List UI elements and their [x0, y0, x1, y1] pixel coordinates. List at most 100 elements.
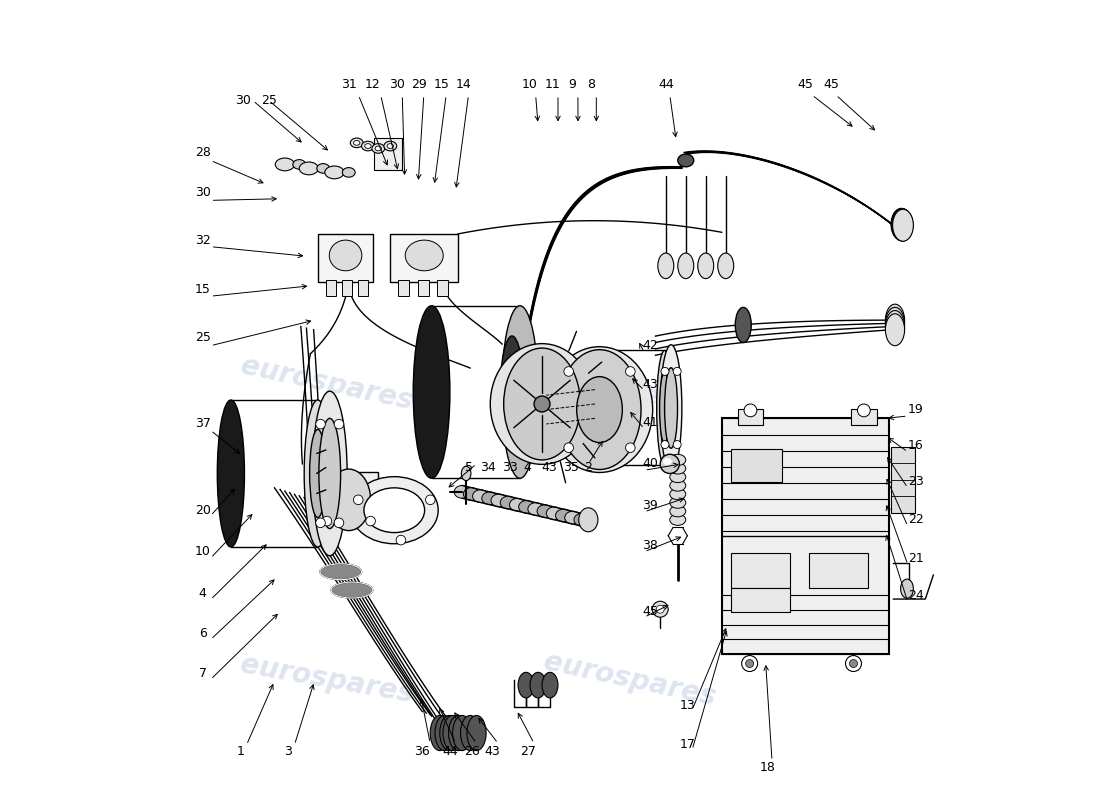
- Ellipse shape: [670, 480, 685, 491]
- Ellipse shape: [375, 146, 382, 151]
- Bar: [851, 409, 877, 425]
- Ellipse shape: [426, 495, 436, 505]
- Ellipse shape: [886, 310, 904, 342]
- Ellipse shape: [387, 144, 394, 149]
- Ellipse shape: [678, 253, 694, 278]
- Ellipse shape: [366, 516, 375, 526]
- Text: 19: 19: [908, 403, 924, 416]
- Text: 12: 12: [365, 78, 381, 91]
- Text: 30: 30: [195, 186, 210, 199]
- Text: eurospares: eurospares: [541, 647, 718, 711]
- Text: 37: 37: [195, 418, 210, 430]
- Ellipse shape: [663, 458, 671, 465]
- Ellipse shape: [670, 454, 685, 466]
- Text: 28: 28: [195, 146, 210, 159]
- Ellipse shape: [660, 454, 680, 474]
- Bar: [359, 280, 367, 296]
- Text: 18: 18: [759, 761, 775, 774]
- Bar: [327, 280, 336, 296]
- Ellipse shape: [846, 655, 861, 671]
- Ellipse shape: [305, 400, 331, 547]
- Ellipse shape: [542, 672, 558, 698]
- Ellipse shape: [670, 463, 685, 474]
- Text: 42: 42: [642, 339, 658, 352]
- Ellipse shape: [320, 564, 362, 580]
- Ellipse shape: [316, 518, 326, 528]
- Bar: [318, 234, 373, 282]
- Ellipse shape: [365, 144, 371, 149]
- Text: 25: 25: [195, 331, 210, 344]
- Text: 32: 32: [195, 234, 210, 246]
- Text: 17: 17: [680, 738, 695, 751]
- Text: 25: 25: [261, 94, 277, 107]
- Ellipse shape: [528, 502, 543, 515]
- Text: 29: 29: [411, 78, 427, 91]
- Bar: [320, 472, 377, 528]
- Ellipse shape: [329, 240, 362, 270]
- Ellipse shape: [317, 164, 330, 173]
- Text: 30: 30: [388, 78, 405, 91]
- Ellipse shape: [576, 377, 623, 442]
- Ellipse shape: [414, 306, 450, 478]
- Ellipse shape: [547, 346, 652, 473]
- Text: 4: 4: [524, 462, 531, 474]
- Ellipse shape: [350, 138, 363, 148]
- Text: 11: 11: [544, 78, 560, 91]
- Ellipse shape: [364, 488, 425, 533]
- Ellipse shape: [657, 350, 672, 466]
- Bar: [808, 553, 868, 588]
- Ellipse shape: [558, 350, 641, 470]
- Text: 14: 14: [455, 78, 472, 91]
- Ellipse shape: [334, 419, 344, 429]
- Ellipse shape: [661, 367, 669, 375]
- Ellipse shape: [362, 142, 374, 151]
- Bar: [732, 449, 782, 482]
- Ellipse shape: [670, 497, 685, 508]
- Text: 44: 44: [442, 745, 458, 758]
- Text: 1: 1: [236, 745, 244, 758]
- Ellipse shape: [350, 477, 438, 544]
- Ellipse shape: [886, 314, 904, 346]
- Ellipse shape: [891, 209, 912, 241]
- Ellipse shape: [518, 672, 534, 698]
- Ellipse shape: [579, 508, 598, 532]
- Ellipse shape: [626, 443, 635, 453]
- Text: 3: 3: [284, 745, 292, 758]
- Ellipse shape: [482, 492, 498, 505]
- Ellipse shape: [886, 304, 904, 336]
- Text: 4: 4: [199, 586, 207, 600]
- Ellipse shape: [443, 715, 462, 750]
- Ellipse shape: [519, 501, 535, 514]
- Text: 21: 21: [908, 552, 924, 565]
- Ellipse shape: [353, 495, 363, 505]
- Ellipse shape: [491, 494, 507, 507]
- Ellipse shape: [327, 469, 371, 530]
- Ellipse shape: [670, 506, 685, 517]
- Ellipse shape: [564, 443, 573, 453]
- Ellipse shape: [610, 350, 626, 466]
- Text: 7: 7: [199, 666, 207, 680]
- Ellipse shape: [293, 160, 306, 170]
- Ellipse shape: [664, 368, 678, 448]
- Ellipse shape: [509, 498, 526, 511]
- Ellipse shape: [661, 441, 669, 449]
- Text: 15: 15: [433, 78, 449, 91]
- Text: 31: 31: [341, 78, 356, 91]
- Ellipse shape: [396, 535, 406, 545]
- Text: 9: 9: [569, 78, 576, 91]
- Ellipse shape: [502, 306, 538, 478]
- Text: 43: 43: [642, 378, 658, 390]
- Ellipse shape: [670, 471, 685, 482]
- Ellipse shape: [537, 505, 553, 518]
- Ellipse shape: [430, 715, 450, 750]
- Ellipse shape: [309, 430, 326, 518]
- Text: 10: 10: [195, 546, 210, 558]
- Ellipse shape: [218, 400, 244, 547]
- Ellipse shape: [574, 514, 590, 526]
- Bar: [418, 280, 429, 296]
- Text: 35: 35: [563, 462, 579, 474]
- Bar: [374, 138, 403, 170]
- Text: 16: 16: [908, 439, 924, 452]
- Ellipse shape: [384, 142, 397, 151]
- Ellipse shape: [331, 582, 373, 598]
